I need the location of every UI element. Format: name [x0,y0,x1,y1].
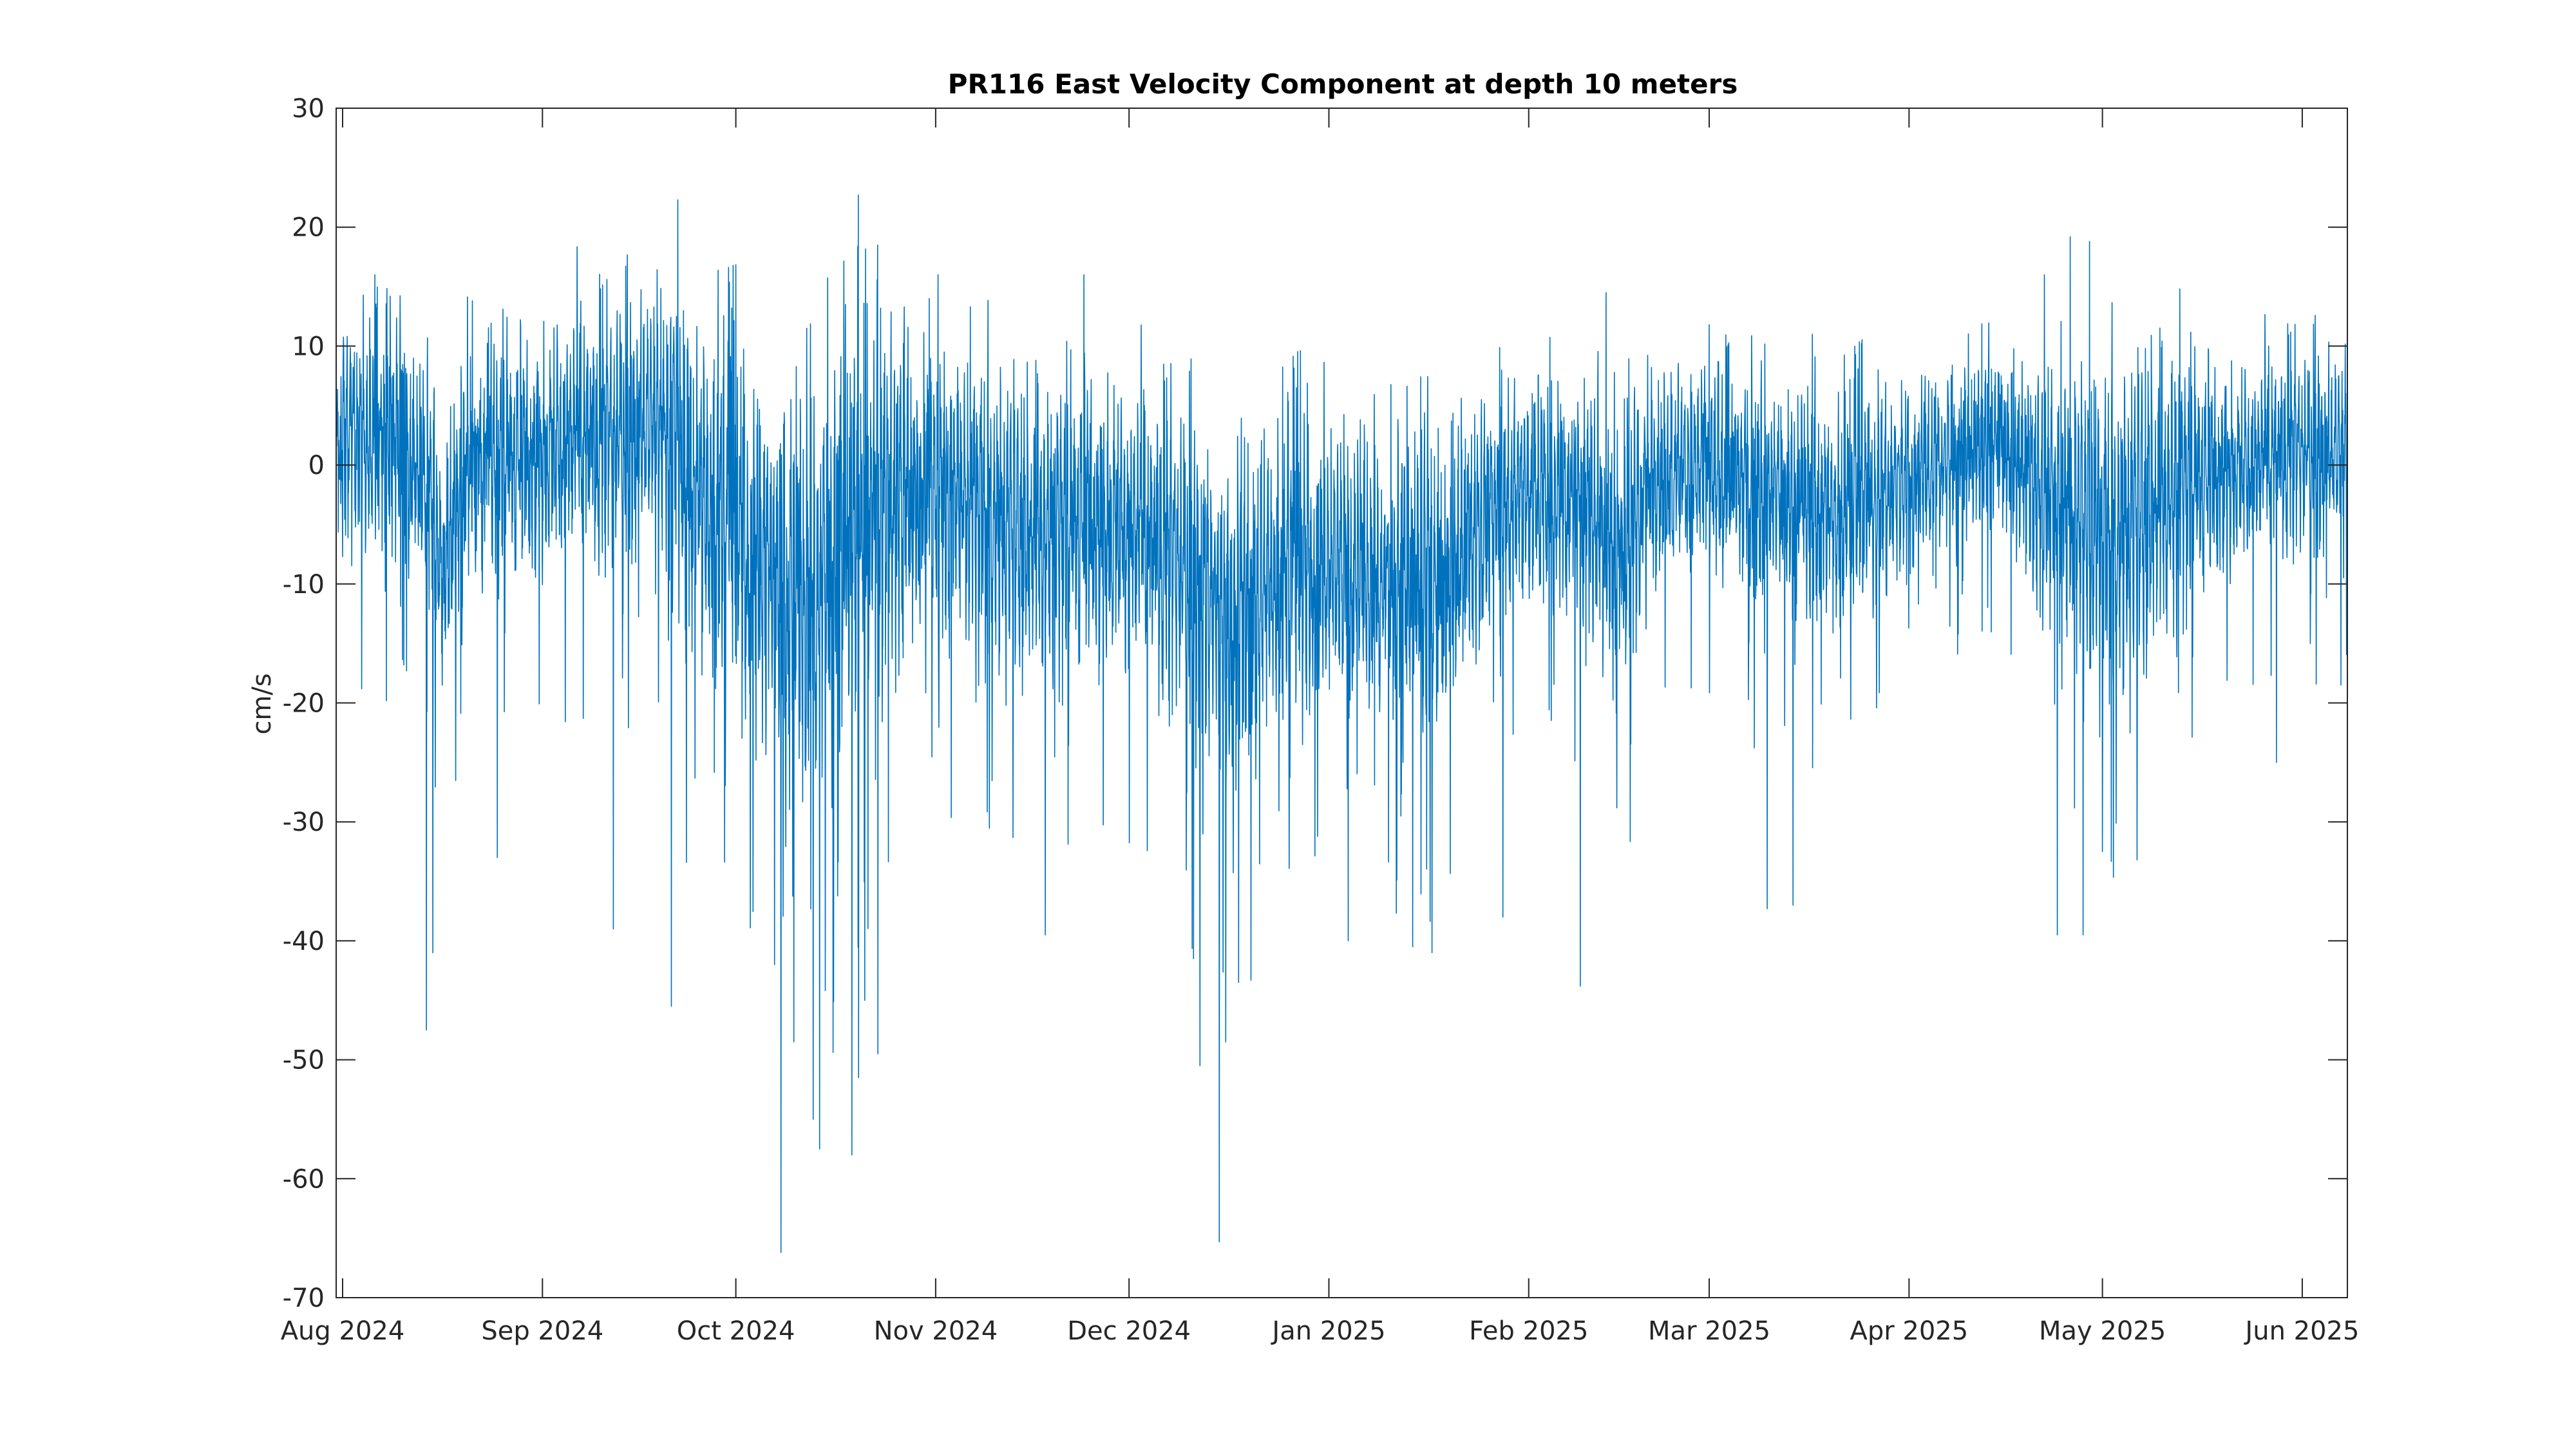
series-layer [336,194,2348,1253]
y-tick-label: 0 [308,451,325,480]
y-tick-label: -40 [283,927,325,956]
y-tick-label: -30 [283,808,325,837]
x-tick-label: Sep 2024 [481,1316,603,1346]
y-tick-label: 30 [292,94,325,124]
x-tick-label: Apr 2025 [1850,1316,1968,1346]
x-tick-label: Jun 2025 [2243,1316,2359,1346]
x-tick-label: Aug 2024 [281,1316,405,1346]
x-tick-label: Jan 2025 [1270,1316,1385,1346]
series-line-east-velocity [336,194,2348,1253]
y-tick-label: 10 [292,332,325,361]
y-tick-label: -50 [283,1046,325,1075]
chart-title: PR116 East Velocity Component at depth 1… [948,68,1738,100]
y-tick-label: 20 [292,213,325,243]
x-tick-label: Dec 2024 [1067,1316,1191,1346]
x-tick-label: Oct 2024 [677,1316,795,1346]
y-tick-label: -70 [283,1283,325,1313]
x-tick-label: May 2025 [2039,1316,2166,1346]
y-tick-label: -60 [283,1164,325,1194]
x-tick-label: Nov 2024 [874,1316,998,1346]
y-axis-label: cm/s [247,673,277,734]
y-tick-label: -10 [283,570,325,600]
y-tick-label: -20 [283,689,325,719]
x-tick-label: Feb 2025 [1469,1316,1588,1346]
x-tick-label: Mar 2025 [1648,1316,1770,1346]
